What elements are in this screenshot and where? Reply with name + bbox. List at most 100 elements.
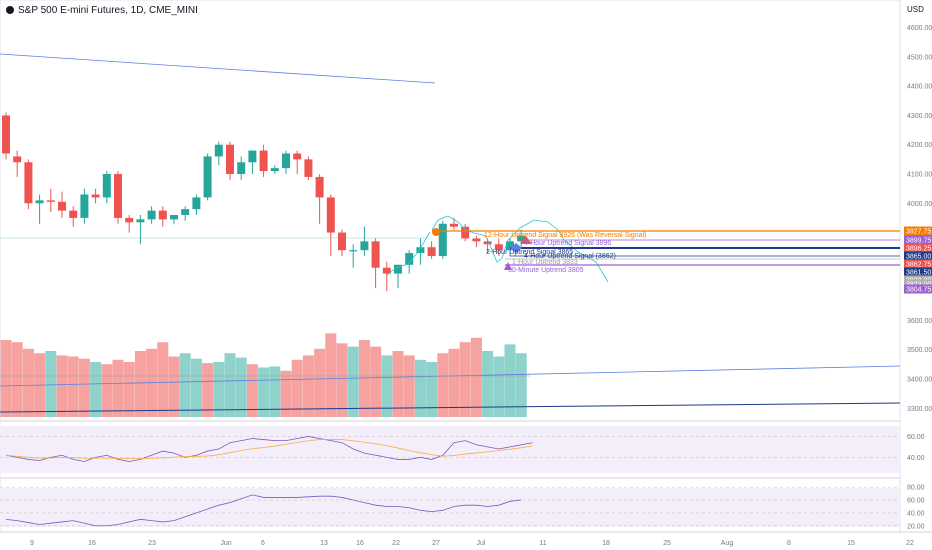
- signal-label: 2-Hour Uptrend Signal 3865: [486, 249, 573, 256]
- volume-bar: [157, 342, 169, 417]
- candle-body: [427, 247, 436, 256]
- price-level-value: 3861.50: [906, 270, 931, 277]
- signal-label: 30-Minute Uptrend 3805: [508, 267, 584, 274]
- candle-body: [338, 232, 346, 251]
- date-axis-tick: 23: [148, 540, 156, 547]
- date-axis-tick: 22: [392, 540, 400, 547]
- candle-body: [35, 200, 44, 204]
- price-axis-tick: 3600.00: [907, 318, 932, 325]
- volume-bar: [123, 362, 135, 417]
- candle-body: [158, 210, 167, 220]
- price-level-tag: [904, 235, 932, 245]
- candle-body: [13, 156, 22, 163]
- projection-path: [385, 231, 431, 277]
- date-axis-tick: 27: [432, 540, 440, 547]
- candle-body: [192, 197, 201, 210]
- date-axis-tick: Jun: [220, 540, 231, 547]
- candle-body: [472, 238, 481, 242]
- volume-bar: [11, 342, 23, 417]
- volume-bar: [168, 356, 180, 417]
- price-level-value: 3862.75: [906, 262, 931, 269]
- candle-body: [349, 250, 358, 252]
- price-level-tag: [904, 243, 932, 253]
- volume-bar: [314, 348, 326, 417]
- price-level-value: 3804.75: [906, 287, 931, 294]
- osc-line: [5, 494, 522, 527]
- osc-axis-tick: 60.00: [907, 498, 925, 505]
- symbol-title[interactable]: S&P 500 E-mini Futures, 1D, CME_MINI: [6, 5, 198, 16]
- volume-bar: [347, 346, 359, 417]
- volume-bar: [302, 355, 314, 417]
- date-axis-tick: 11: [539, 540, 546, 547]
- signal-marker: [510, 243, 522, 253]
- candle-body: [450, 223, 458, 227]
- osc-axis-tick: 40.00: [907, 510, 925, 517]
- volume-bar: [280, 370, 292, 417]
- candle-body: [382, 267, 391, 274]
- candle-body: [259, 150, 268, 172]
- volume-bar: [269, 366, 281, 417]
- signal-marker: [520, 236, 532, 244]
- candle-body: [438, 223, 447, 256]
- volume-bar: [56, 355, 68, 417]
- volume-bar: [482, 351, 494, 417]
- volume-bar: [414, 359, 426, 417]
- price-axis-tick: 3400.00: [907, 377, 932, 384]
- date-axis-tick: 22: [906, 540, 914, 547]
- candle-body: [483, 241, 492, 245]
- rsi-ma-line: [5, 438, 533, 460]
- date-axis-tick: 6: [261, 540, 265, 547]
- volume-bar: [336, 343, 348, 417]
- trend-line: [0, 53, 436, 84]
- candle-body: [494, 244, 503, 251]
- date-axis-tick: 16: [88, 540, 96, 547]
- candle-body: [506, 241, 514, 251]
- volume-bar: [381, 355, 393, 417]
- candle-body: [326, 197, 335, 233]
- volume-bar: [470, 337, 482, 417]
- candle-body: [91, 194, 100, 198]
- signal-label: 4-Hour Uptrend Signal 3896: [524, 240, 611, 247]
- signal-marker: [504, 262, 512, 270]
- candle-body: [237, 162, 246, 174]
- volume-bar: [78, 358, 90, 417]
- volume-bar: [67, 356, 79, 417]
- volume-bar: [134, 351, 146, 417]
- date-axis-tick: Jul: [477, 540, 486, 547]
- date-axis-tick: 16: [356, 540, 364, 547]
- volume-bar: [291, 359, 303, 417]
- candle-body: [371, 241, 380, 268]
- price-level-value: 3927.75: [906, 229, 931, 236]
- date-axis-tick: Aug: [721, 540, 734, 547]
- volume-bar: [448, 348, 460, 417]
- price-axis-tick: 4000.00: [907, 201, 932, 208]
- volume-bar: [515, 353, 527, 417]
- signal-label: 1-Hour Uptrend 3833: [512, 259, 578, 266]
- candle-body: [248, 150, 257, 163]
- status-dot: [6, 6, 14, 14]
- candle-body: [282, 153, 290, 169]
- candle-body: [125, 217, 134, 223]
- price-level-tag: [904, 279, 932, 289]
- volume-bar: [358, 340, 370, 417]
- candle-body: [315, 176, 324, 198]
- candle-body: [147, 210, 156, 220]
- volume-bar: [437, 353, 449, 417]
- symbol-title-text: S&P 500 E-mini Futures, 1D, CME_MINI: [18, 5, 198, 16]
- volume-bar: [112, 359, 124, 417]
- volume-bar: [392, 351, 404, 417]
- currency-label: USD: [907, 5, 924, 14]
- date-axis-tick: 13: [320, 540, 328, 547]
- signal-label: 12-Hour Uptrend Signal 3926 (Was Reversa…: [484, 232, 646, 239]
- volume-bar: [246, 364, 258, 417]
- volume-bar: [370, 346, 382, 417]
- volume-bar: [403, 355, 415, 417]
- osc-axis-tick: 20.00: [907, 523, 925, 530]
- candle-body: [293, 153, 302, 160]
- volume-bar: [459, 342, 471, 417]
- candle-body: [46, 200, 55, 202]
- date-axis-tick: 8: [787, 540, 791, 547]
- rsi-axis-tick: 40.00: [907, 455, 925, 462]
- price-level-value: 3899.75: [906, 238, 931, 245]
